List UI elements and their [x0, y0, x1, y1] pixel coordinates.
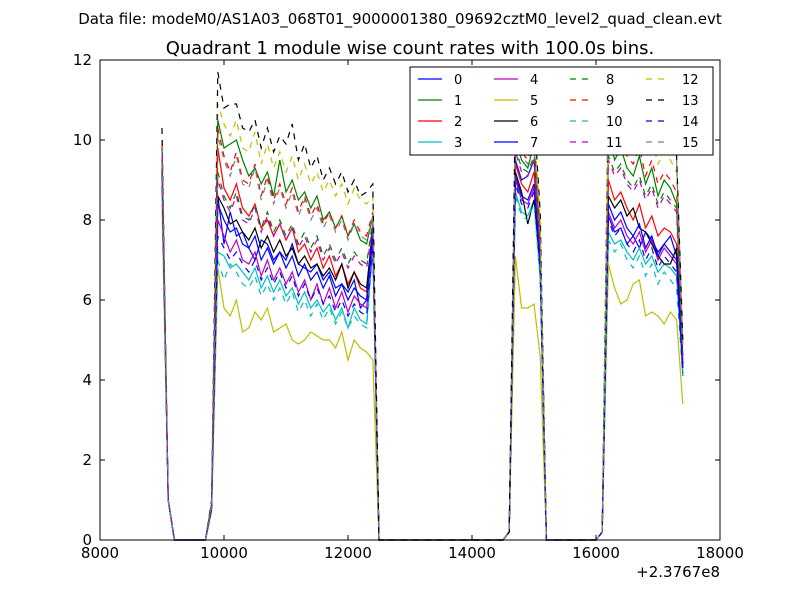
y-tick-label: 12 — [73, 51, 92, 69]
legend-label-3: 3 — [454, 136, 462, 151]
chart-title: Quadrant 1 module wise count rates with … — [166, 38, 655, 59]
series-line-15 — [161, 91, 684, 541]
legend-box — [409, 66, 714, 156]
y-tick-label: 2 — [82, 451, 92, 469]
x-axis-offset-label: +2.3767e8 — [636, 563, 720, 581]
x-tick-label: 8000 — [81, 544, 119, 562]
legend-label-6: 6 — [530, 115, 538, 130]
y-tick-label: 0 — [82, 531, 92, 549]
y-tick-label: 10 — [73, 131, 92, 149]
legend-label-2: 2 — [454, 115, 462, 130]
x-tick-label: 10000 — [200, 544, 248, 562]
legend-label-13: 13 — [682, 94, 699, 109]
legend-label-12: 12 — [682, 73, 699, 88]
legend-label-5: 5 — [530, 94, 538, 109]
legend-label-4: 4 — [530, 73, 538, 88]
y-tick-label: 4 — [82, 371, 92, 389]
y-tick-label: 8 — [82, 211, 92, 229]
x-tick-label: 16000 — [572, 544, 620, 562]
legend-label-0: 0 — [454, 73, 462, 88]
x-tick-label: 12000 — [324, 544, 372, 562]
legend-label-7: 7 — [530, 136, 538, 151]
figure-suptitle: Data file: modeM0/AS1A03_068T01_90000013… — [78, 10, 722, 29]
x-tick-label: 18000 — [696, 544, 744, 562]
legend-label-11: 11 — [606, 136, 623, 151]
legend-label-10: 10 — [606, 115, 623, 130]
legend-label-1: 1 — [454, 94, 462, 109]
legend-label-9: 9 — [606, 94, 614, 109]
legend-label-8: 8 — [606, 73, 614, 88]
y-tick-label: 6 — [82, 291, 92, 309]
legend-label-15: 15 — [682, 136, 699, 151]
legend-label-14: 14 — [682, 115, 699, 130]
x-tick-label: 14000 — [448, 544, 496, 562]
